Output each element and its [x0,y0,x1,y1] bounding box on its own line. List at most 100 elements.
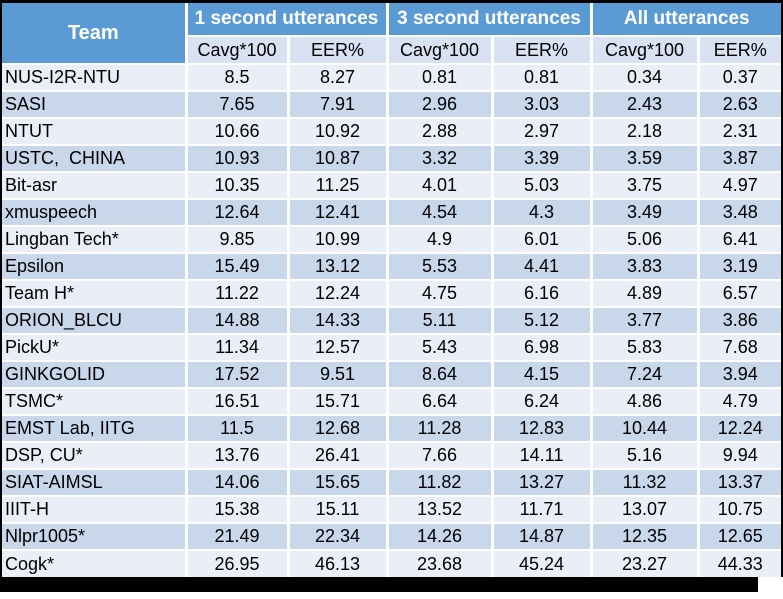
value-cell: 4.75 [385,279,492,307]
value-cell: 10.75 [696,495,781,523]
bottom-black-bar [0,577,758,592]
table-row: SASI 7.65 7.91 2.96 3.03 2.43 2.63 [2,90,781,118]
subheader-eer-3s: EER% [490,35,591,64]
value-cell: 14.33 [286,306,387,334]
value-cell: 6.64 [385,387,492,415]
value-cell: 5.12 [490,306,591,334]
value-cell: 23.27 [589,549,698,577]
table-row: EMST Lab, IITG 11.5 12.68 11.28 12.83 10… [2,414,781,442]
value-cell: 9.51 [286,360,387,388]
value-cell: 13.27 [490,468,591,496]
value-cell: 4.15 [490,360,591,388]
value-cell: 14.06 [184,468,288,496]
team-cell: PickU* [2,333,186,361]
value-cell: 8.5 [184,63,288,91]
value-cell: 4.89 [589,279,698,307]
value-cell: 14.11 [490,441,591,469]
value-cell: 12.24 [286,279,387,307]
value-cell: 13.76 [184,441,288,469]
value-cell: 22.34 [286,522,387,550]
value-cell: 0.34 [589,63,698,91]
table-row: Team H* 11.22 12.24 4.75 6.16 4.89 6.57 [2,279,781,307]
value-cell: 11.25 [286,171,387,199]
value-cell: 3.86 [696,306,781,334]
value-cell: 7.65 [184,90,288,118]
value-cell: 23.68 [385,549,492,577]
value-cell: 21.49 [184,522,288,550]
value-cell: 15.49 [184,252,288,280]
value-cell: 4.97 [696,171,781,199]
value-cell: 9.85 [184,225,288,253]
table-row: Epsilon 15.49 13.12 5.53 4.41 3.83 3.19 [2,252,781,280]
table-body: NUS-I2R-NTU 8.5 8.27 0.81 0.81 0.34 0.37… [2,63,781,577]
team-cell: GINKGOLID [2,360,186,388]
value-cell: 3.75 [589,171,698,199]
value-cell: 2.96 [385,90,492,118]
value-cell: 26.95 [184,549,288,577]
value-cell: 3.32 [385,144,492,172]
team-cell: DSP, CU* [2,441,186,469]
value-cell: 2.18 [589,117,698,145]
table-row: SIAT-AIMSL 14.06 15.65 11.82 13.27 11.32… [2,468,781,496]
team-cell: SIAT-AIMSL [2,468,186,496]
value-cell: 3.03 [490,90,591,118]
value-cell: 6.01 [490,225,591,253]
value-cell: 6.41 [696,225,781,253]
group-header-1-second: 1 second utterances [184,3,387,36]
value-cell: 46.13 [286,549,387,577]
value-cell: 2.97 [490,117,591,145]
value-cell: 5.03 [490,171,591,199]
table-row: DSP, CU* 13.76 26.41 7.66 14.11 5.16 9.9… [2,441,781,469]
table-row: PickU* 11.34 12.57 5.43 6.98 5.83 7.68 [2,333,781,361]
value-cell: 13.37 [696,468,781,496]
value-cell: 11.5 [184,414,288,442]
team-cell: Bit-asr [2,171,186,199]
value-cell: 4.54 [385,198,492,226]
table-row: Nlpr1005* 21.49 22.34 14.26 14.87 12.35 … [2,522,781,550]
value-cell: 10.87 [286,144,387,172]
value-cell: 13.52 [385,495,492,523]
value-cell: 6.24 [490,387,591,415]
value-cell: 2.88 [385,117,492,145]
table-row: Cogk* 26.95 46.13 23.68 45.24 23.27 44.3… [2,549,781,577]
value-cell: 26.41 [286,441,387,469]
value-cell: 12.65 [696,522,781,550]
team-cell: TSMC* [2,387,186,415]
value-cell: 15.65 [286,468,387,496]
value-cell: 15.38 [184,495,288,523]
value-cell: 12.41 [286,198,387,226]
value-cell: 3.94 [696,360,781,388]
value-cell: 12.57 [286,333,387,361]
table-row: ORION_BLCU 14.88 14.33 5.11 5.12 3.77 3.… [2,306,781,334]
value-cell: 16.51 [184,387,288,415]
value-cell: 45.24 [490,549,591,577]
value-cell: 4.3 [490,198,591,226]
value-cell: 4.86 [589,387,698,415]
value-cell: 6.98 [490,333,591,361]
value-cell: 5.06 [589,225,698,253]
table-row: NTUT 10.66 10.92 2.88 2.97 2.18 2.31 [2,117,781,145]
team-cell: Epsilon [2,252,186,280]
table-row: xmuspeech 12.64 12.41 4.54 4.3 3.49 3.48 [2,198,781,226]
value-cell: 5.53 [385,252,492,280]
value-cell: 5.11 [385,306,492,334]
value-cell: 12.83 [490,414,591,442]
value-cell: 10.35 [184,171,288,199]
subheader-eer-1s: EER% [286,35,387,64]
value-cell: 7.66 [385,441,492,469]
table-header: Team 1 second utterances 3 second uttera… [2,3,781,64]
table-row: TSMC* 16.51 15.71 6.64 6.24 4.86 4.79 [2,387,781,415]
team-cell: ORION_BLCU [2,306,186,334]
table-row: NUS-I2R-NTU 8.5 8.27 0.81 0.81 0.34 0.37 [2,63,781,91]
table-row: USTC, CHINA 10.93 10.87 3.32 3.39 3.59 3… [2,144,781,172]
value-cell: 11.22 [184,279,288,307]
value-cell: 13.12 [286,252,387,280]
value-cell: 2.43 [589,90,698,118]
value-cell: 15.71 [286,387,387,415]
subheader-eer-all: EER% [696,35,781,64]
value-cell: 12.24 [696,414,781,442]
team-cell: SASI [2,90,186,118]
team-cell: EMST Lab, IITG [2,414,186,442]
team-cell: IIIT-H [2,495,186,523]
team-cell: Team H* [2,279,186,307]
